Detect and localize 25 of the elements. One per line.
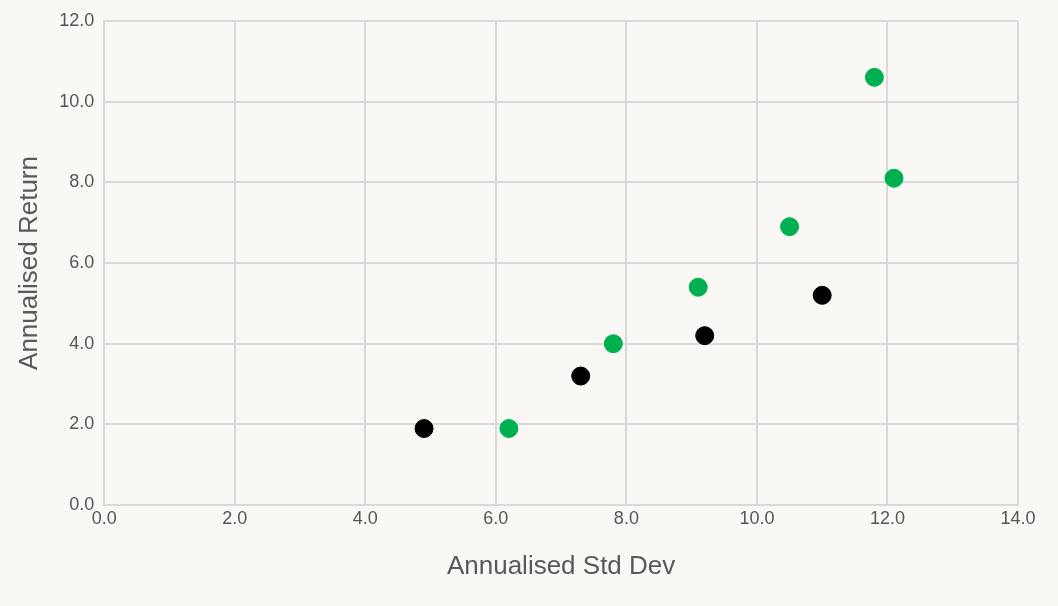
point [414,419,434,438]
y-tick-label: 8.0 [69,171,95,192]
y-tick-label: 6.0 [69,251,95,272]
point [695,326,715,346]
y-tick-label: 2.0 [69,413,95,434]
y-tick-label: 12.0 [59,9,95,30]
point [603,334,623,354]
x-tick-label: 4.0 [352,507,378,528]
point [499,419,519,438]
y-axis-title: Annualised Return [12,156,43,370]
x-tick-label: 8.0 [613,507,639,528]
x-tick-label: 2.0 [222,507,248,528]
x-tick-label: 12.0 [869,507,905,528]
x-axis-title: Annualised Std Dev [446,549,676,580]
point [884,168,904,188]
point [688,277,708,297]
point [780,217,800,237]
y-tick-label: 10.0 [59,90,95,111]
x-tick-label: 10.0 [739,507,775,528]
x-tick-label: 6.0 [483,507,509,528]
x-tick-label: 14.0 [1000,507,1036,528]
point [812,285,832,305]
y-tick-label: 4.0 [69,332,95,353]
point [864,67,884,87]
point [571,366,591,386]
